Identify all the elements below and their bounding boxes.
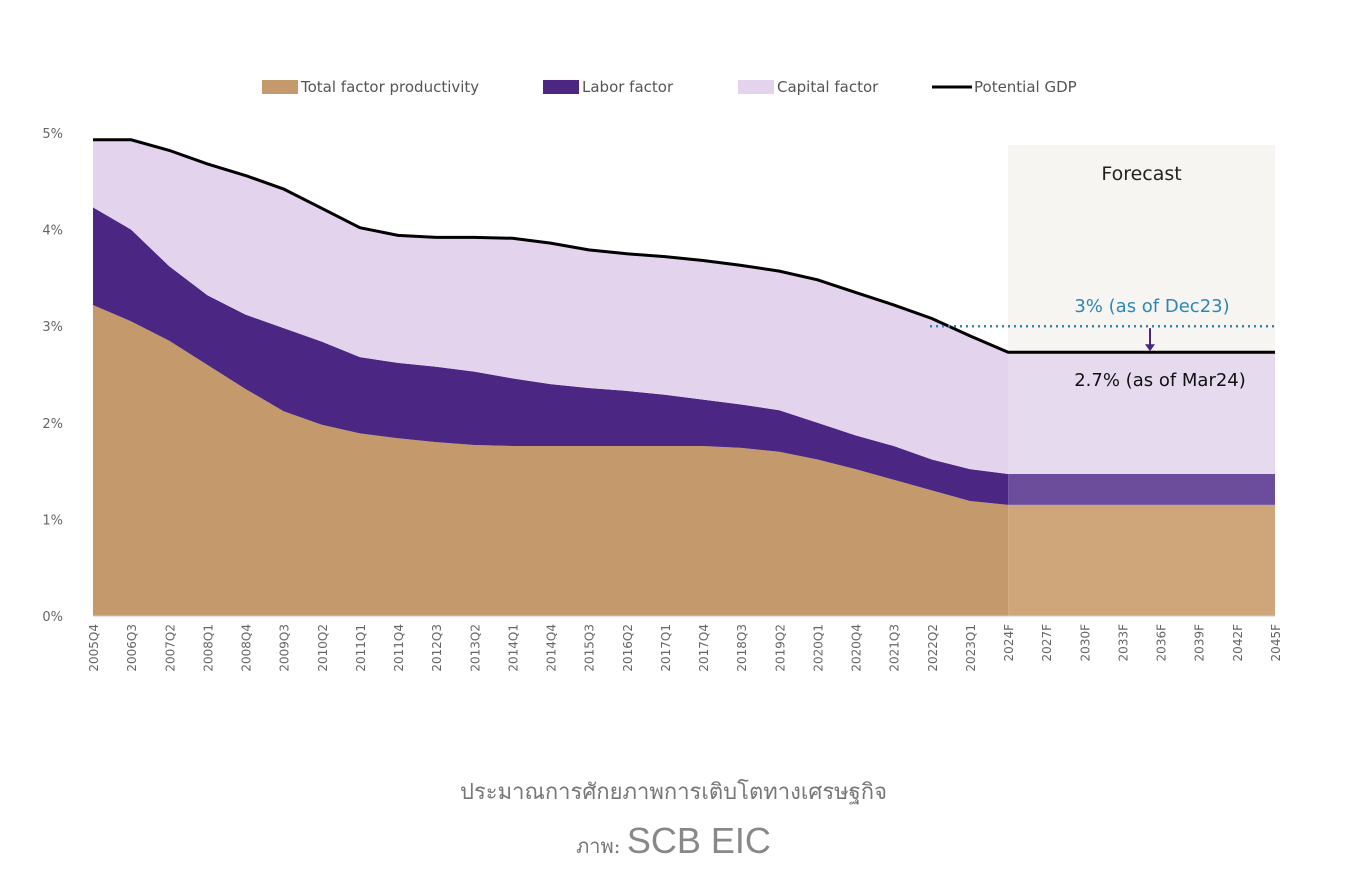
x-tick-label: 2022Q2 — [926, 624, 940, 672]
x-tick-label: 2039F — [1193, 624, 1207, 662]
y-tick-label: 2% — [42, 417, 63, 432]
stacked-areas — [93, 139, 1275, 616]
legend-label: Total factor productivity — [300, 78, 479, 96]
legend-swatch — [543, 80, 579, 94]
chart: Total factor productivity Labor factor Cap… — [42, 78, 1283, 672]
x-tick-label: 2011Q4 — [392, 624, 406, 672]
x-tick-label: 2033F — [1116, 624, 1130, 662]
x-tick-label: 2010Q2 — [316, 624, 330, 672]
gdp-line — [93, 138, 1275, 354]
legend-label: Capital factor — [777, 78, 879, 96]
y-tick-label: 0% — [42, 610, 63, 625]
current-estimate-label: 2.7% (as of Mar24) — [1074, 370, 1246, 391]
credit-prefix: ภาพ: — [576, 834, 621, 858]
x-axis: 2005Q4 2006Q3 2007Q2 2008Q1 2008Q4 2009Q3 2010… — [87, 615, 1283, 672]
x-tick-label: 2018Q3 — [735, 624, 749, 672]
x-tick-label: 2007Q2 — [163, 624, 177, 672]
x-tick-label: 2014Q1 — [506, 624, 520, 672]
potential-gdp-line — [93, 138, 1275, 354]
previous-estimate-label: 3% (as of Dec23) — [1074, 296, 1229, 317]
x-tick-label: 2014Q4 — [545, 624, 559, 672]
y-tick-label: 4% — [42, 224, 63, 239]
x-tick-label: 2012Q3 — [430, 624, 444, 672]
x-tick-label: 2027F — [1040, 624, 1054, 662]
x-tick-label: 2017Q1 — [659, 624, 673, 672]
caption-title: ประมาณการศักยภาพการเติบโตทางเศรษฐกิจ — [459, 780, 887, 805]
x-tick-label: 2021Q3 — [888, 624, 902, 672]
x-tick-label: 2019Q2 — [773, 624, 787, 672]
x-tick-label: 2036F — [1155, 624, 1169, 662]
legend-label: Labor factor — [582, 78, 674, 96]
x-tick-label: 2011Q1 — [354, 624, 368, 672]
x-tick-label: 2023Q1 — [964, 624, 978, 672]
x-tick-label: 2045F — [1269, 624, 1283, 662]
capital-factorarea — [93, 139, 1009, 474]
y-tick-label: 1% — [42, 513, 63, 528]
x-tick-label: 2017Q4 — [697, 624, 711, 672]
forecast-label: Forecast — [1101, 163, 1181, 185]
arrow-down-icon — [1145, 344, 1155, 352]
annotations: 3% (as of Dec23) 2.7% (as of Mar24) — [930, 296, 1275, 391]
x-tick-label: 2013Q2 — [468, 624, 482, 672]
x-tick-label: 2020Q4 — [850, 624, 864, 672]
labor-factorarea-forecast — [1008, 473, 1275, 505]
caption-credit: ภาพ: SCB EIC — [0, 820, 1347, 862]
y-axis: 0% 1% 2% 3% 4% 5% — [42, 127, 63, 625]
labor-factorarea — [93, 207, 1009, 505]
x-tick-label: 2016Q2 — [621, 624, 635, 672]
credit-source: SCB EIC — [626, 820, 771, 861]
x-tick-label: 2024F — [1002, 624, 1016, 662]
x-tick-label: 2030F — [1078, 624, 1092, 662]
total-factor-productivityarea-forecast — [1008, 504, 1275, 616]
x-tick-label: 2042F — [1231, 624, 1245, 662]
y-tick-label: 5% — [42, 127, 63, 142]
y-tick-label: 3% — [42, 320, 63, 335]
x-tick-label: 2006Q3 — [125, 624, 139, 672]
legend: Total factor productivity Labor factor Cap… — [262, 78, 1077, 96]
legend-label: Potential GDP — [974, 78, 1077, 96]
x-tick-label: 2005Q4 — [87, 624, 101, 672]
x-tick-label: 2020Q1 — [811, 624, 825, 672]
x-tick-label: 2015Q3 — [583, 624, 597, 672]
capital-factorarea-forecast — [1008, 352, 1275, 474]
x-tick-label: 2008Q4 — [240, 624, 254, 672]
x-tick-label: 2009Q3 — [278, 624, 292, 672]
legend-swatch — [262, 80, 298, 94]
legend-swatch — [738, 80, 774, 94]
total-factor-productivityarea — [93, 304, 1009, 616]
x-tick-label: 2008Q1 — [201, 624, 215, 672]
